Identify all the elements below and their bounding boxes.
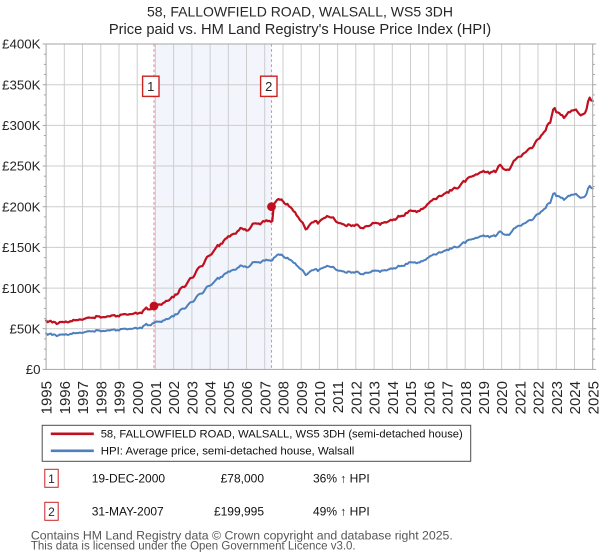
svg-text:£199,995: £199,995 bbox=[214, 505, 264, 519]
svg-text:31-MAY-2007: 31-MAY-2007 bbox=[92, 505, 164, 519]
svg-text:£250K: £250K bbox=[2, 159, 41, 174]
svg-text:Contains HM Land Registry data: Contains HM Land Registry data © Crown c… bbox=[31, 529, 453, 543]
svg-text:2014: 2014 bbox=[385, 381, 402, 414]
svg-text:58, FALLOWFIELD ROAD, WALSALL,: 58, FALLOWFIELD ROAD, WALSALL, WS5 3DH bbox=[147, 4, 453, 20]
svg-text:£50K: £50K bbox=[9, 321, 40, 336]
svg-text:2002: 2002 bbox=[166, 381, 183, 414]
svg-text:36% ↑ HPI: 36% ↑ HPI bbox=[313, 472, 370, 486]
svg-text:£78,000: £78,000 bbox=[221, 472, 265, 486]
svg-text:2006: 2006 bbox=[239, 381, 256, 414]
svg-text:1: 1 bbox=[48, 472, 55, 486]
svg-text:1998: 1998 bbox=[93, 381, 110, 414]
svg-text:£150K: £150K bbox=[2, 240, 41, 255]
svg-text:2005: 2005 bbox=[221, 381, 238, 414]
svg-text:HPI: Average price, semi-detac: HPI: Average price, semi-detached house,… bbox=[101, 446, 355, 458]
svg-text:2013: 2013 bbox=[367, 381, 384, 414]
svg-text:2003: 2003 bbox=[185, 381, 202, 414]
svg-text:2004: 2004 bbox=[203, 381, 220, 414]
svg-text:2020: 2020 bbox=[494, 381, 511, 414]
svg-text:2024: 2024 bbox=[567, 381, 584, 414]
svg-text:2011: 2011 bbox=[330, 381, 347, 413]
svg-text:2: 2 bbox=[48, 505, 55, 519]
svg-text:2012: 2012 bbox=[348, 381, 365, 414]
svg-text:£0: £0 bbox=[26, 362, 41, 377]
svg-text:1: 1 bbox=[147, 79, 154, 94]
svg-text:2025: 2025 bbox=[585, 381, 600, 414]
svg-text:£400K: £400K bbox=[2, 37, 41, 52]
svg-text:£350K: £350K bbox=[2, 77, 41, 92]
svg-text:2021: 2021 bbox=[512, 381, 529, 414]
svg-text:2016: 2016 bbox=[421, 381, 438, 414]
svg-text:2: 2 bbox=[265, 79, 272, 94]
svg-text:This data is licensed under th: This data is licensed under the Open Gov… bbox=[31, 541, 356, 553]
svg-text:49% ↑ HPI: 49% ↑ HPI bbox=[313, 505, 370, 519]
svg-text:2000: 2000 bbox=[130, 381, 147, 414]
svg-text:2017: 2017 bbox=[440, 381, 457, 414]
svg-text:2001: 2001 bbox=[148, 381, 165, 414]
svg-text:1995: 1995 bbox=[39, 381, 56, 414]
svg-text:2008: 2008 bbox=[276, 381, 293, 414]
svg-text:2010: 2010 bbox=[312, 381, 329, 414]
svg-text:2019: 2019 bbox=[476, 381, 493, 414]
svg-text:2023: 2023 bbox=[549, 381, 566, 414]
svg-text:1999: 1999 bbox=[112, 381, 129, 414]
svg-text:58, FALLOWFIELD ROAD, WALSALL,: 58, FALLOWFIELD ROAD, WALSALL, WS5 3DH (… bbox=[101, 429, 463, 441]
svg-text:£300K: £300K bbox=[2, 118, 41, 133]
svg-text:1997: 1997 bbox=[75, 381, 92, 414]
svg-text:2018: 2018 bbox=[458, 381, 475, 414]
svg-text:2009: 2009 bbox=[294, 381, 311, 414]
svg-text:2022: 2022 bbox=[531, 381, 548, 414]
svg-text:1996: 1996 bbox=[57, 381, 74, 414]
svg-text:2007: 2007 bbox=[257, 381, 274, 414]
svg-text:Price paid vs. HM Land Registr: Price paid vs. HM Land Registry's House … bbox=[109, 22, 491, 38]
svg-text:£200K: £200K bbox=[2, 199, 41, 214]
svg-text:19-DEC-2000: 19-DEC-2000 bbox=[92, 472, 166, 486]
svg-text:2015: 2015 bbox=[403, 381, 420, 414]
svg-text:£100K: £100K bbox=[2, 281, 41, 296]
